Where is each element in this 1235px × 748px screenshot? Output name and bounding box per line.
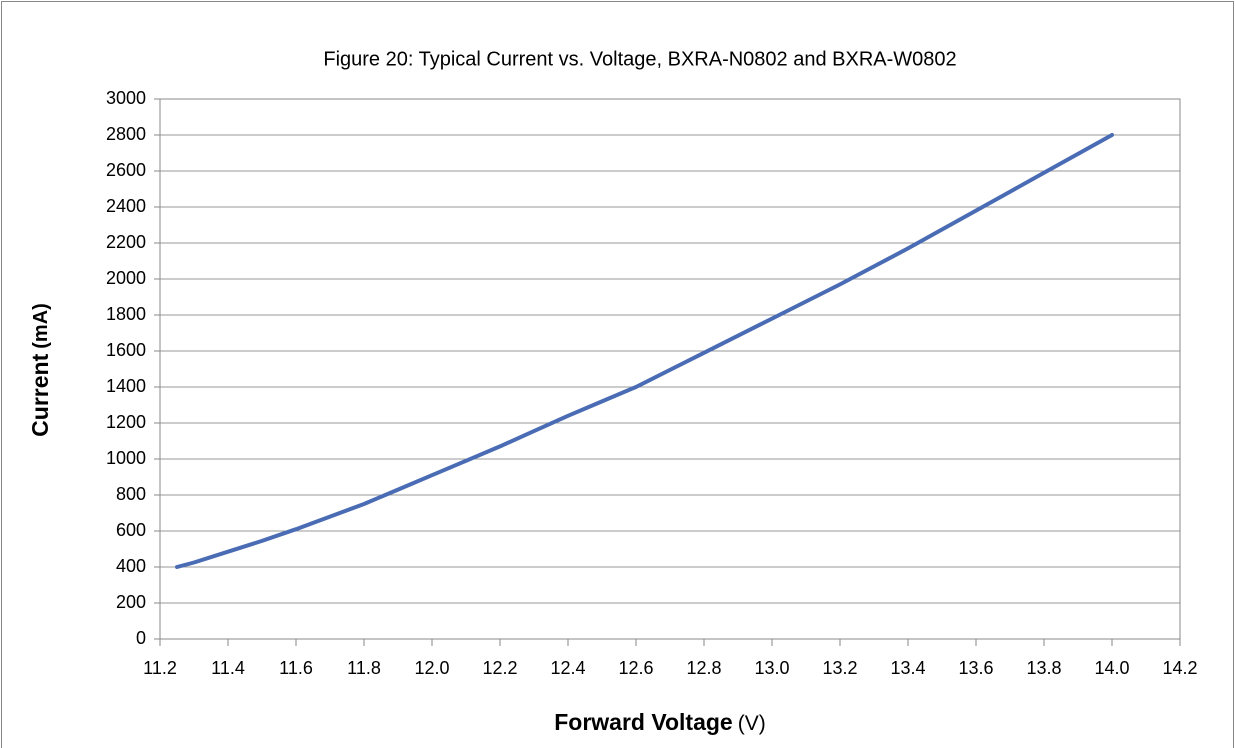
y-tick-label: 600 bbox=[116, 520, 146, 540]
x-unit: (V) bbox=[738, 712, 766, 735]
x-tick-label: 11.2 bbox=[143, 658, 177, 678]
y-tick-label: 2200 bbox=[106, 232, 146, 252]
x-tick-label: 13.8 bbox=[1026, 658, 1061, 678]
x-label: Forward Voltage bbox=[554, 709, 733, 735]
y-tick-label: 800 bbox=[116, 484, 146, 504]
x-tick-label: 12.6 bbox=[618, 658, 653, 678]
plot-frame bbox=[159, 98, 1181, 640]
y-tick-label: 200 bbox=[116, 592, 146, 612]
x-tick-label: 12.8 bbox=[686, 658, 721, 678]
x-tick-label: 13.0 bbox=[754, 658, 789, 678]
y-tick-label: 1400 bbox=[106, 376, 146, 396]
x-tick-label: 14.0 bbox=[1094, 658, 1129, 678]
y-tick-label: 2600 bbox=[106, 160, 146, 180]
y-tick-label: 2000 bbox=[106, 268, 146, 288]
y-axis-label: Current (mA) bbox=[27, 303, 53, 437]
y-tick-label: 1000 bbox=[106, 448, 146, 468]
x-tick-label: 14.2 bbox=[1162, 658, 1197, 678]
y-unit: (mA) bbox=[30, 303, 52, 349]
y-tick-label: 3000 bbox=[106, 88, 146, 108]
x-tick-label: 11.4 bbox=[211, 658, 245, 678]
y-tick-label: 2400 bbox=[106, 196, 146, 216]
y-tick-label: 1200 bbox=[106, 412, 146, 432]
x-tick-label: 12.4 bbox=[550, 658, 585, 678]
x-tick-label: 13.4 bbox=[890, 658, 925, 678]
y-tick-label: 1800 bbox=[106, 304, 146, 324]
x-tick-label: 13.6 bbox=[958, 658, 993, 678]
x-tick-label: 11.8 bbox=[347, 658, 381, 678]
y-tick-label: 1600 bbox=[106, 340, 146, 360]
y-tick-label: 0 bbox=[136, 628, 146, 648]
x-axis-label: Forward Voltage (V) bbox=[554, 709, 766, 735]
chart-title: Figure 20: Typical Current vs. Voltage, … bbox=[323, 48, 956, 70]
x-tick-label: 12.0 bbox=[414, 658, 449, 678]
x-tick-label: 12.2 bbox=[482, 658, 517, 678]
y-label: Current bbox=[27, 353, 53, 436]
x-tick-label: 11.6 bbox=[279, 658, 313, 678]
x-tick-label: 13.2 bbox=[822, 658, 857, 678]
y-tick-label: 400 bbox=[116, 556, 146, 576]
line-series bbox=[175, 133, 1114, 569]
y-tick-label: 2800 bbox=[106, 124, 146, 144]
